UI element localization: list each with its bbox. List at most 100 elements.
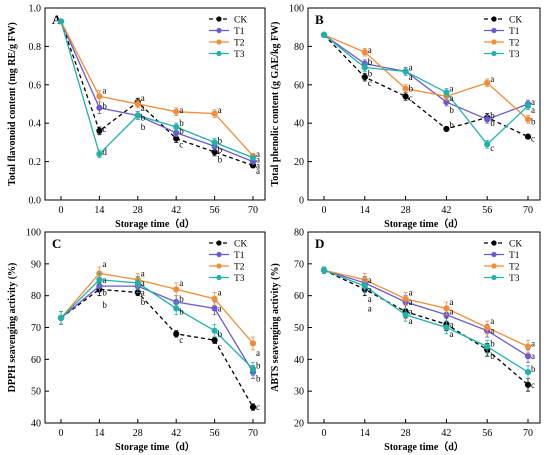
significance-label: a [256,160,260,170]
series-line [323,34,529,120]
y-tick-label: 50 [294,323,304,334]
significance-label: a [218,303,222,313]
significance-label: b [179,307,184,317]
legend-marker [491,39,497,45]
data-point [211,305,218,312]
series-t1 [57,279,257,379]
significance-label: a [141,287,145,297]
legend-label: CK [234,240,247,250]
data-point [320,31,328,38]
significance-label: a [102,275,106,285]
x-tick-label: 28 [401,205,411,216]
series-t2 [57,266,257,351]
significance-label: c [368,78,372,88]
significance-label: b [218,145,223,155]
significance-label: a [179,278,183,288]
data-point [96,104,103,111]
x-axis-label: Storage time（d） [384,217,464,230]
y-tick-label: 80 [31,291,41,302]
series-t2 [320,31,532,124]
data-point [96,276,103,283]
significance-label: b [218,135,223,145]
significance-label: a [368,294,372,304]
legend-label: CK [509,240,522,250]
data-point [402,68,409,75]
data-point [361,74,368,81]
y-tick-label: 100 [26,228,41,239]
significance-label: a [102,259,106,269]
significance-label: a [141,103,145,113]
data-point [402,311,409,318]
y-tick-label: 90 [31,259,41,270]
x-axis-label: Storage time（d） [115,440,195,453]
legend-marker [216,16,222,22]
x-tick-label: 42 [171,428,181,439]
data-point [524,116,532,123]
significance-label: c [409,93,413,103]
data-point [402,295,409,302]
data-point [134,279,141,287]
legend-marker [491,251,497,258]
data-point [173,330,180,337]
significance-label: b [449,120,454,130]
x-tick-label: 28 [133,428,143,439]
series-line [60,272,254,344]
significance-label: b [368,68,373,78]
data-point [484,141,491,148]
y-tick-label: 60 [31,355,41,366]
y-tick-label: 0 [299,196,304,207]
significance-label: b [256,361,261,371]
significance-label: a [218,287,222,297]
series-line [60,279,254,370]
significance-label: b [490,351,495,361]
x-axis-label: Storage time（d） [384,440,464,453]
y-tick-label: 50 [31,387,41,398]
data-point [402,93,409,100]
series-line [60,21,254,159]
series-line [323,269,529,373]
significance-label: b [179,118,184,128]
series-t3 [57,272,257,376]
series-line [60,288,254,408]
series-line [323,269,529,357]
data-point [134,100,141,108]
legend-marker [491,27,497,34]
series-line [60,285,254,373]
data-point [57,18,65,25]
data-point [211,327,218,334]
x-tick-label: 14 [360,428,370,439]
significance-label: a [490,74,494,84]
y-tick-label: 0.0 [29,196,42,207]
legend-marker [491,50,497,57]
panel-c: 0 14 28 42 56 70 40 50 60 70 80 90 100 Storage time（d… [7,228,266,453]
significance-label: a [409,63,413,73]
x-tick-label: 14 [94,428,104,439]
significance-label: a [218,105,222,115]
significance-label: b [179,126,184,136]
significance-label: a [368,284,372,294]
x-tick-label: 42 [171,205,181,216]
significance-label: b [218,329,223,339]
significance-label: a [531,105,535,115]
x-tick-label: 56 [210,428,220,439]
y-tick-label: 40 [294,355,304,366]
significance-label: b [368,57,373,67]
panel-a: 0 14 28 42 56 70 0.0 0.2 0.4 0.6 0.8 1.0 Storage tim… [7,4,266,230]
data-point [211,139,218,146]
significance-label: a [490,316,494,326]
significance-label: a [409,316,413,326]
significance-label: a [449,329,453,339]
legend-marker [491,240,497,246]
data-point [484,324,491,331]
series-t1 [320,31,532,124]
plot-frame [44,231,266,424]
y-tick-label: 100 [289,4,304,15]
legend-label: T3 [509,50,520,60]
panel-letter: A [52,12,62,27]
significance-label: b [531,116,536,126]
x-tick-label: 14 [94,205,104,216]
